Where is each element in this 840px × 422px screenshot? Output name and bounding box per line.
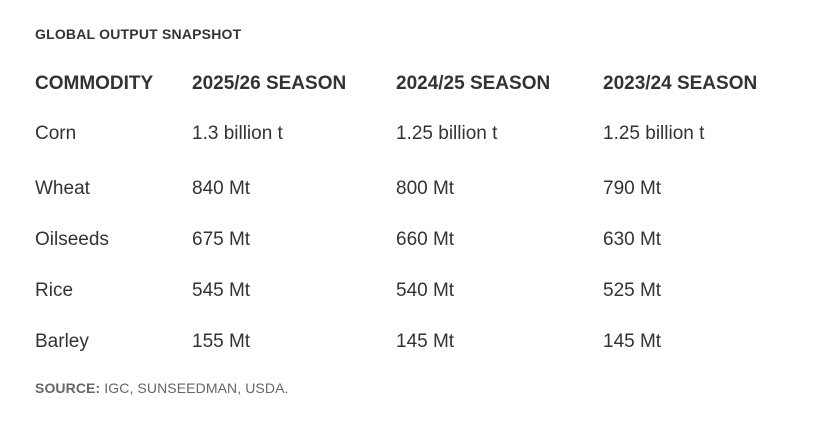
value-cell: 1.25 billion t — [396, 122, 498, 144]
value-cell: 800 Mt — [396, 177, 455, 199]
value-cell: 660 Mt — [396, 228, 455, 250]
table-row: Rice 545 Mt 540 Mt 525 Mt — [35, 265, 783, 316]
commodity-cell: Barley — [35, 330, 89, 352]
column-header-2024-25: 2024/25 SEASON — [396, 73, 551, 94]
table-header-row: COMMODITY 2025/26 SEASON 2024/25 SEASON … — [35, 64, 783, 104]
table-title: GLOBAL OUTPUT SNAPSHOT — [35, 26, 242, 42]
source-text: IGC, SUNSEEDMAN, USDA. — [104, 380, 289, 396]
value-cell: 540 Mt — [396, 279, 455, 301]
commodity-cell: Wheat — [35, 177, 90, 199]
commodity-cell: Rice — [35, 279, 74, 301]
value-cell: 675 Mt — [192, 228, 251, 250]
value-cell: 1.25 billion t — [603, 122, 705, 144]
value-cell: 790 Mt — [603, 177, 662, 199]
column-header-2025-26: 2025/26 SEASON — [192, 73, 347, 94]
commodity-cell: Corn — [35, 122, 77, 144]
table-row: Wheat 840 Mt 800 Mt 790 Mt — [35, 163, 783, 214]
value-cell: 630 Mt — [603, 228, 662, 250]
table-row: Barley 155 Mt 145 Mt 145 Mt — [35, 316, 783, 367]
value-cell: 545 Mt — [192, 279, 251, 301]
value-cell: 1.3 billion t — [192, 122, 283, 144]
column-header-commodity: COMMODITY — [35, 73, 154, 94]
value-cell: 145 Mt — [396, 330, 455, 352]
commodity-cell: Oilseeds — [35, 228, 109, 250]
output-table: COMMODITY 2025/26 SEASON 2024/25 SEASON … — [35, 64, 783, 367]
value-cell: 145 Mt — [603, 330, 662, 352]
table-row: Oilseeds 675 Mt 660 Mt 630 Mt — [35, 214, 783, 265]
source-label: SOURCE: — [35, 380, 101, 396]
table-row: Corn 1.3 billion t 1.25 billion t 1.25 b… — [35, 104, 783, 163]
value-cell: 840 Mt — [192, 177, 251, 199]
value-cell: 525 Mt — [603, 279, 662, 301]
column-header-2023-24: 2023/24 SEASON — [603, 73, 758, 94]
value-cell: 155 Mt — [192, 330, 251, 352]
source-note: SOURCE: IGC, SUNSEEDMAN, USDA. — [35, 380, 289, 396]
